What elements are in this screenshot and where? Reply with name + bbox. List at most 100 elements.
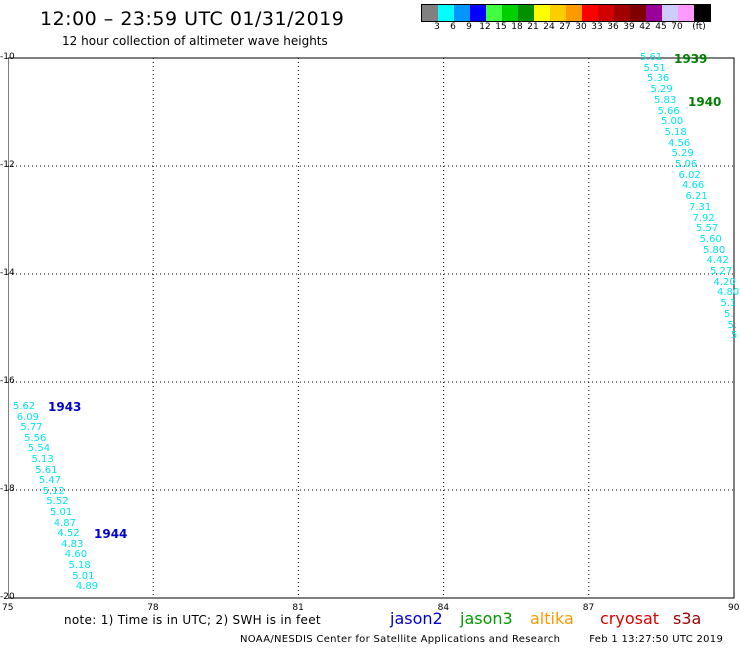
color-scale-label: 45 [655,22,667,32]
wave-height-point: 5.83 [654,94,677,106]
wave-height-point: 5.1 [720,298,737,310]
wave-height-point: 5.01 [50,507,73,518]
wave-height-point: 5.52 [46,496,69,508]
wave-height-point: 5.77 [20,422,43,434]
color-scale-label: 12 [479,22,491,32]
color-scale-label: 3 [434,22,440,32]
color-scale-label: (ft) [692,22,706,32]
color-swatch [566,5,582,21]
color-swatch [630,5,646,21]
wave-height-point: 6.21 [685,191,708,203]
color-swatch [470,5,486,21]
wave-height-point: 5.13 [31,454,54,465]
color-swatch [438,5,454,21]
plot-border [8,57,735,599]
wave-height-point: 6.02 [678,169,701,181]
wave-height-point: 5 [731,330,738,342]
y-tick-label: -20 [0,592,15,602]
legend-jason3: jason3 [460,609,513,628]
wave-height-point: 5.51 [643,62,666,74]
color-scale-label: 18 [511,22,523,32]
footer-agency: NOAA/NESDIS Center for Satellite Applica… [240,634,561,645]
wave-height-point: 5.29 [650,84,673,96]
color-scale-label: 30 [575,22,587,32]
color-scale-label: 24 [543,22,555,32]
y-tick-label: -12 [0,160,15,170]
wave-height-point: 4.83 [61,538,84,550]
wave-height-point: 5.57 [696,223,719,235]
wave-height-point: 7.31 [689,201,712,213]
wave-height-point: 5.18 [68,560,91,571]
color-scale-labels: 3 6 9 12 15 18 21 24 27 30 33 36 39 42 45 70 (ft) [421,22,740,34]
wave-height-point: 4.66 [682,180,705,192]
x-tick-label: 84 [437,603,450,613]
color-swatch [678,5,694,21]
y-tick-label: -16 [0,376,15,386]
wave-height-point: 5.54 [27,443,51,455]
color-scale-label: 6 [450,22,456,32]
wave-height-point: 5.56 [24,432,47,444]
x-tick-label: 90 [728,603,740,613]
pass-label-1944: 1944 [94,527,128,541]
wave-height-point: 7.92 [692,212,715,224]
wave-height-point: 6.09 [16,411,39,423]
wave-height-point: 5.47 [38,475,62,487]
wave-height-point: 4.20 [713,276,736,288]
wave-height-point: 5.61 [35,464,58,476]
x-tick-label: 87 [582,603,595,613]
map-subtitle: 12 hour collection of altimeter wave hei… [62,34,328,48]
pass-label-1943: 1943 [48,400,82,414]
map-plot-frame [8,57,735,599]
legend-altika: altika [530,609,574,628]
color-swatch [534,5,550,21]
color-swatch [614,5,630,21]
color-swatch [502,5,518,21]
legend-jason2: jason2 [390,609,443,628]
x-tick-label: 75 [2,603,14,613]
color-swatch [454,5,470,21]
wave-height-point: 5. [724,308,734,320]
color-scale-label: 42 [639,22,651,32]
wave-height-point: 4.52 [57,528,80,540]
color-scale-label: 21 [527,22,539,32]
units-note: note: 1) Time is in UTC; 2) SWH is in fe… [64,613,321,627]
wave-height-point: 4.87 [53,517,76,529]
y-tick-label: -10 [0,52,15,62]
wave-height-point: 5.12 [42,485,65,497]
wave-height-point: 5.61 [640,52,663,63]
wave-height-point: 5.29 [671,148,694,160]
wave-height-point: 5. [727,319,738,331]
color-scale-label: 27 [559,22,571,32]
wave-height-point: 5.60 [699,233,722,245]
wave-height-point: 5.36 [647,73,670,85]
color-swatch [550,5,566,21]
wave-height-point: 4.89 [75,581,99,593]
pass-label-1939: 1939 [674,52,708,66]
color-swatch [598,5,614,21]
x-tick-label: 78 [147,603,159,613]
color-swatch [646,5,662,21]
color-scale-bar [421,4,711,22]
wave-height-point: 5.00 [661,116,684,128]
wave-height-point: 4.60 [64,549,88,561]
color-swatch [422,5,438,21]
y-tick-label: -18 [0,484,15,494]
wave-height-point: 5.27 [710,266,733,277]
wave-height-point: 4.56 [668,137,691,149]
footer-credit: NOAA/NESDIS Center for Satellite Applica… [240,634,723,645]
color-scale-label: 15 [495,22,507,32]
legend-s3a: s3a [673,609,702,628]
footer-timestamp: Feb 1 13:27:50 UTC 2019 [589,634,724,645]
color-scale-label: 33 [591,22,603,32]
legend-cryosat: cryosat [600,609,660,628]
x-tick-label: 81 [292,603,304,613]
color-scale-label: 39 [623,22,635,32]
y-tick-label: -14 [0,268,15,278]
wave-height-point: 5.66 [657,105,680,117]
graticule [8,58,734,598]
wave-height-point: 4.80 [717,287,740,299]
wave-height-point: 4.42 [706,255,729,267]
color-swatch [486,5,502,21]
color-swatch [662,5,678,21]
color-scale-label: 70 [671,22,683,32]
